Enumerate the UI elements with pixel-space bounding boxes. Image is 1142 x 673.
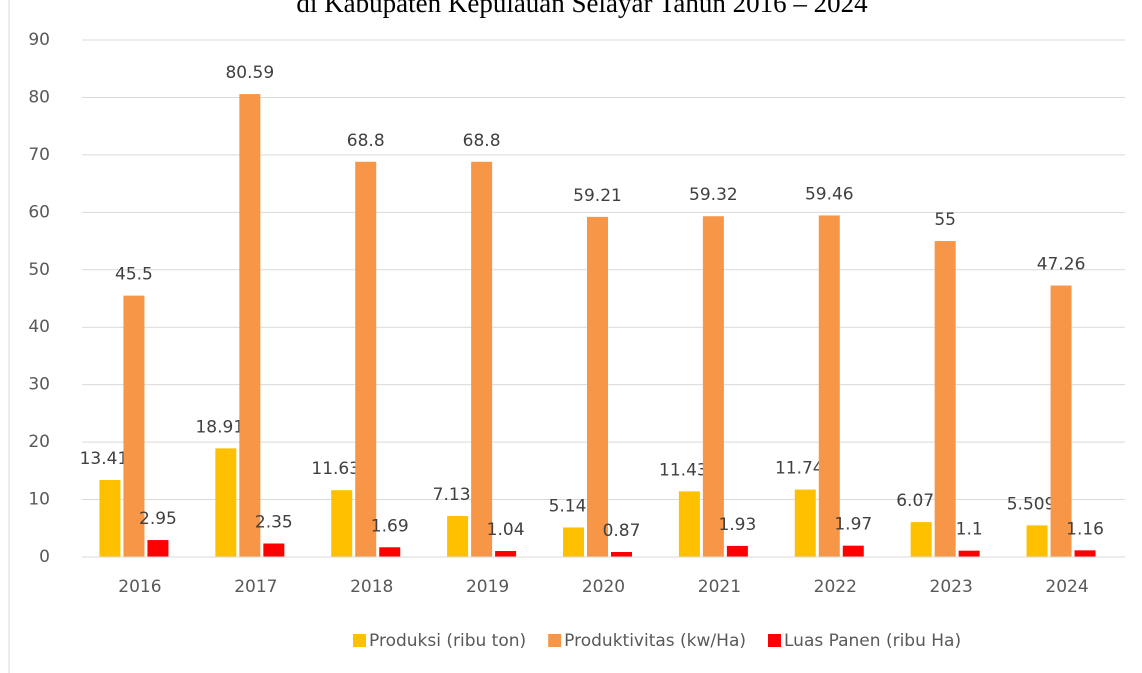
- x-tick-label: 2018: [350, 577, 393, 597]
- bar: [1074, 550, 1096, 557]
- y-tick-label: 40: [28, 317, 50, 337]
- x-tick-label: 2023: [930, 577, 973, 597]
- data-label: 18.91: [195, 417, 244, 437]
- chart-title: di Kabupaten Kepulauan Selayar Tahun 201…: [296, 0, 868, 18]
- bar: [355, 161, 377, 557]
- data-label: 47.26: [1037, 255, 1086, 275]
- legend-swatch: [548, 634, 562, 647]
- data-label: 59.32: [689, 185, 738, 205]
- data-label: 11.63: [311, 459, 360, 479]
- x-tick-label: 2017: [234, 577, 277, 597]
- bar: [1026, 525, 1048, 557]
- y-tick-label: 30: [28, 375, 50, 395]
- bar: [611, 552, 632, 557]
- bar: [726, 545, 748, 557]
- bar: [99, 479, 121, 557]
- legend-swatch: [353, 634, 366, 647]
- bar: [587, 216, 608, 557]
- data-label: 0.87: [603, 521, 641, 541]
- data-label: 1.1: [956, 520, 983, 540]
- data-label: 2.95: [139, 509, 177, 529]
- data-label: 13.41: [80, 449, 129, 469]
- bar: [842, 545, 864, 557]
- bar: [123, 295, 145, 557]
- y-tick-label: 60: [28, 202, 50, 222]
- data-label: 2.35: [255, 513, 293, 533]
- legend-label: Produktivitas (kw/Ha): [564, 631, 746, 651]
- data-label: 59.46: [805, 184, 854, 204]
- y-tick-label: 0: [39, 547, 50, 567]
- bar: [702, 216, 724, 557]
- bar: [1050, 285, 1072, 557]
- data-label: 1.93: [718, 515, 756, 535]
- y-tick-label: 90: [28, 30, 50, 50]
- data-label: 5.14: [549, 496, 587, 516]
- bar: [263, 543, 285, 557]
- data-label: 11.43: [659, 460, 708, 480]
- data-label: 55: [934, 210, 956, 230]
- bar: [910, 522, 932, 557]
- data-label: 1.69: [371, 516, 409, 536]
- legend-label: Produksi (ribu ton): [369, 631, 526, 651]
- data-label: 6.07: [896, 491, 934, 511]
- data-label: 11.74: [775, 459, 824, 479]
- legend-label: Luas Panen (ribu Ha): [784, 631, 961, 651]
- data-label: 1.97: [834, 515, 872, 535]
- bar: [495, 551, 517, 557]
- data-label: 68.8: [463, 131, 501, 151]
- data-label: 80.59: [225, 63, 274, 83]
- bar: [678, 491, 700, 557]
- x-tick-label: 2022: [814, 577, 857, 597]
- data-label: 59.21: [573, 186, 622, 206]
- data-label: 1.04: [487, 520, 525, 540]
- bar: [794, 489, 816, 557]
- y-tick-label: 50: [28, 260, 50, 280]
- bar: [447, 516, 469, 557]
- bar: [934, 241, 956, 558]
- data-label: 68.8: [347, 131, 385, 151]
- y-tick-label: 80: [28, 87, 50, 107]
- bar: [471, 161, 493, 557]
- data-label: 1.16: [1066, 519, 1104, 539]
- bar: [331, 490, 353, 557]
- chart-border: [8, 0, 10, 673]
- y-tick-label: 20: [28, 432, 50, 452]
- legend-swatch: [768, 634, 781, 647]
- x-tick-label: 2016: [118, 577, 161, 597]
- x-tick-label: 2024: [1045, 577, 1088, 597]
- bar: [215, 448, 237, 557]
- bar: [563, 527, 584, 557]
- data-label: 7.13: [433, 485, 471, 505]
- y-tick-label: 10: [28, 490, 50, 510]
- x-tick-label: 2019: [466, 577, 509, 597]
- data-label: 45.5: [115, 265, 153, 285]
- bar: [958, 550, 980, 557]
- data-label: 5.509: [1007, 494, 1056, 514]
- bar: [818, 215, 840, 557]
- x-tick-label: 2020: [582, 577, 625, 597]
- bar: [239, 94, 261, 557]
- y-tick-label: 70: [28, 145, 50, 165]
- bar: [147, 540, 169, 557]
- bar: [379, 547, 401, 557]
- x-tick-label: 2021: [698, 577, 741, 597]
